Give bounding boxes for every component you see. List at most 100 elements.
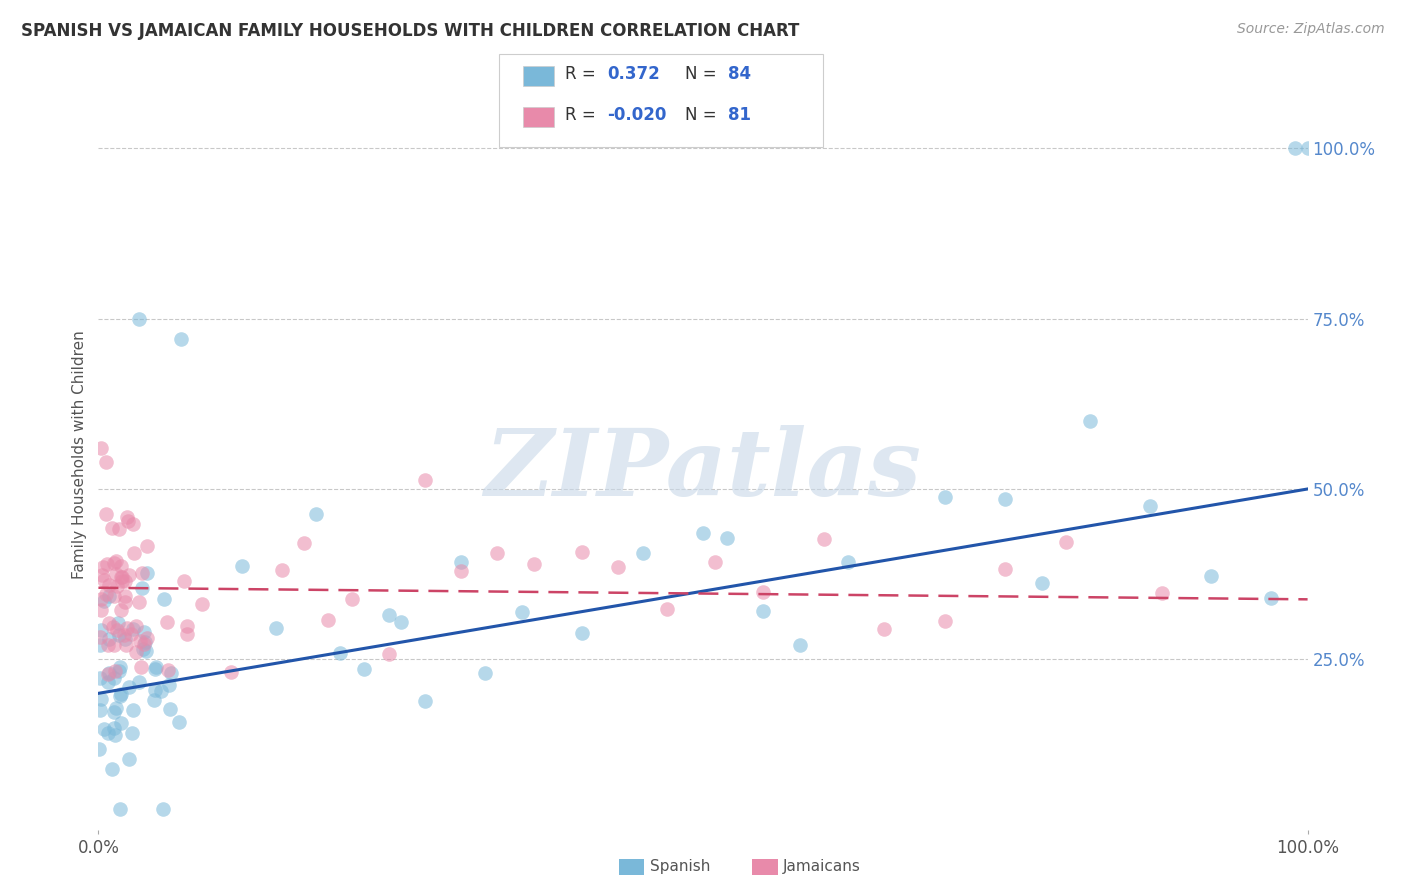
Point bbox=[114, 632, 136, 646]
Text: N =: N = bbox=[685, 65, 721, 83]
Point bbox=[103, 639, 125, 653]
Point bbox=[97, 638, 120, 652]
Point bbox=[134, 637, 156, 651]
Text: 0.372: 0.372 bbox=[607, 65, 661, 83]
Point bbox=[103, 705, 125, 719]
Point bbox=[150, 684, 173, 698]
Point bbox=[101, 520, 124, 534]
Point bbox=[1054, 535, 1077, 549]
Point bbox=[607, 559, 630, 574]
Point bbox=[1139, 499, 1161, 513]
Point bbox=[143, 662, 166, 676]
Point bbox=[115, 510, 138, 524]
Text: Source: ZipAtlas.com: Source: ZipAtlas.com bbox=[1237, 22, 1385, 37]
Point bbox=[98, 665, 121, 680]
Point bbox=[789, 639, 811, 653]
Point bbox=[121, 516, 143, 531]
Point bbox=[270, 563, 292, 577]
Point bbox=[108, 689, 131, 703]
Point bbox=[120, 627, 142, 641]
Point bbox=[934, 614, 956, 628]
Point bbox=[135, 632, 157, 646]
Point bbox=[118, 752, 141, 766]
Point bbox=[90, 603, 112, 617]
Point bbox=[114, 574, 136, 588]
Point bbox=[98, 578, 121, 592]
Point bbox=[105, 700, 128, 714]
Point bbox=[108, 522, 131, 536]
Point bbox=[131, 581, 153, 595]
Point bbox=[160, 666, 183, 681]
Point bbox=[93, 594, 115, 608]
Point bbox=[115, 621, 138, 635]
Point bbox=[96, 666, 118, 681]
Point bbox=[329, 646, 352, 660]
Point bbox=[121, 622, 143, 636]
Point bbox=[704, 555, 727, 569]
Point bbox=[128, 311, 150, 326]
Point bbox=[510, 605, 533, 619]
Point bbox=[107, 579, 129, 593]
Point bbox=[110, 574, 132, 589]
Text: ZIPatlas: ZIPatlas bbox=[485, 425, 921, 515]
Point bbox=[813, 532, 835, 546]
Y-axis label: Family Households with Children: Family Households with Children bbox=[72, 331, 87, 579]
Point bbox=[377, 607, 399, 622]
Point bbox=[157, 678, 180, 692]
Point bbox=[103, 589, 125, 603]
Point bbox=[89, 638, 111, 652]
Point bbox=[90, 441, 112, 455]
Point bbox=[1152, 586, 1174, 600]
Point bbox=[91, 559, 114, 574]
Point bbox=[837, 555, 859, 569]
Point bbox=[873, 622, 896, 636]
Point bbox=[145, 660, 167, 674]
Point bbox=[105, 554, 128, 568]
Point bbox=[342, 591, 364, 606]
Point bbox=[153, 591, 176, 606]
Point bbox=[474, 665, 496, 680]
Point bbox=[316, 613, 339, 627]
Point bbox=[108, 627, 131, 641]
Point bbox=[173, 574, 195, 588]
Point bbox=[450, 564, 472, 578]
Point bbox=[1031, 575, 1053, 590]
Point bbox=[128, 674, 150, 689]
Point bbox=[94, 507, 117, 521]
Text: N =: N = bbox=[685, 106, 721, 124]
Point bbox=[97, 674, 120, 689]
Point bbox=[103, 671, 125, 685]
Point bbox=[219, 665, 242, 679]
Point bbox=[103, 721, 125, 735]
Text: SPANISH VS JAMAICAN FAMILY HOUSEHOLDS WITH CHILDREN CORRELATION CHART: SPANISH VS JAMAICAN FAMILY HOUSEHOLDS WI… bbox=[21, 22, 800, 40]
Point bbox=[104, 567, 127, 582]
Point bbox=[104, 728, 127, 742]
Point bbox=[135, 566, 157, 581]
Point bbox=[89, 672, 111, 686]
Point bbox=[159, 702, 181, 716]
Point bbox=[231, 558, 253, 573]
Point bbox=[90, 591, 112, 606]
Point bbox=[94, 587, 117, 601]
Text: R =: R = bbox=[565, 106, 602, 124]
Text: -0.020: -0.020 bbox=[607, 106, 666, 124]
Point bbox=[90, 692, 112, 706]
Point bbox=[107, 664, 129, 678]
Point bbox=[143, 683, 166, 698]
Point bbox=[1296, 141, 1319, 155]
Point bbox=[90, 567, 112, 582]
Point bbox=[752, 584, 775, 599]
Point bbox=[1260, 591, 1282, 605]
Text: Spanish: Spanish bbox=[650, 859, 710, 873]
Point bbox=[655, 602, 678, 616]
Point bbox=[107, 615, 129, 630]
Point bbox=[103, 556, 125, 570]
Point bbox=[716, 531, 738, 545]
Point bbox=[110, 687, 132, 701]
Point bbox=[631, 546, 654, 560]
Point bbox=[90, 623, 112, 637]
Point bbox=[266, 621, 288, 635]
Point bbox=[571, 626, 593, 640]
Point bbox=[114, 589, 136, 603]
Point bbox=[176, 618, 198, 632]
